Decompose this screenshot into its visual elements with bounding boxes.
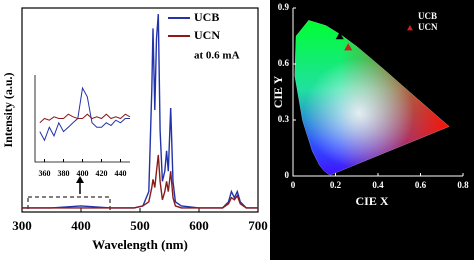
legend-label: UCB: [418, 11, 437, 21]
x-tick-label: 0.8: [457, 180, 469, 190]
x-tick-label: 440: [115, 169, 127, 178]
cie-point: [344, 43, 353, 51]
spectrum-line: [22, 14, 258, 209]
x-tick-label: 600: [189, 218, 209, 233]
inset-region: [27, 196, 111, 213]
annotation: at 0.6 mA: [194, 50, 240, 62]
x-tick-label: 300: [12, 218, 32, 233]
spectrum-line: [39, 86, 130, 142]
spectrum-line: [22, 154, 258, 209]
x-axis-label: CIE X: [355, 194, 388, 208]
y-axis-label: Intensity (a.u.): [1, 72, 15, 147]
plot-frame: [21, 7, 259, 213]
legend-swatch: [407, 25, 413, 31]
legend-swatch: [407, 14, 413, 20]
legend-label: UCN: [418, 22, 438, 32]
inset-arrow-head: [76, 176, 84, 183]
x-tick-label: 0: [291, 180, 296, 190]
gamut-outline: [294, 20, 450, 176]
y-tick-label: 0.3: [278, 114, 290, 124]
y-axis-label: CIE Y: [271, 75, 285, 108]
y-tick-label: 0: [285, 170, 290, 180]
y-tick-label: 0.9: [278, 2, 290, 12]
x-tick-label: 360: [39, 169, 51, 178]
legend-label: UCN: [194, 28, 220, 42]
legend-label: UCB: [194, 10, 219, 24]
inset-axes: [34, 75, 130, 163]
x-tick-label: 0.4: [372, 180, 384, 190]
x-tick-label: 0.6: [415, 180, 427, 190]
spectrum-line: [39, 113, 131, 124]
cie-point: [335, 32, 344, 40]
x-tick-label: 380: [58, 169, 70, 178]
x-axis-label: Wavelength (nm): [92, 237, 188, 252]
x-tick-label: 400: [77, 169, 89, 178]
y-tick-label: 0.6: [278, 58, 290, 68]
x-tick-label: 500: [130, 218, 150, 233]
x-tick-label: 400: [71, 218, 91, 233]
x-tick-label: 700: [248, 218, 268, 233]
x-tick-label: 0.2: [330, 180, 342, 190]
x-tick-label: 420: [96, 169, 108, 178]
